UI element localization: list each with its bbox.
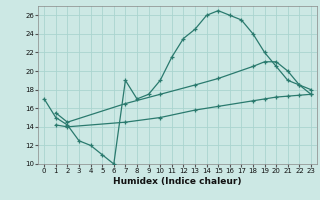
X-axis label: Humidex (Indice chaleur): Humidex (Indice chaleur) <box>113 177 242 186</box>
